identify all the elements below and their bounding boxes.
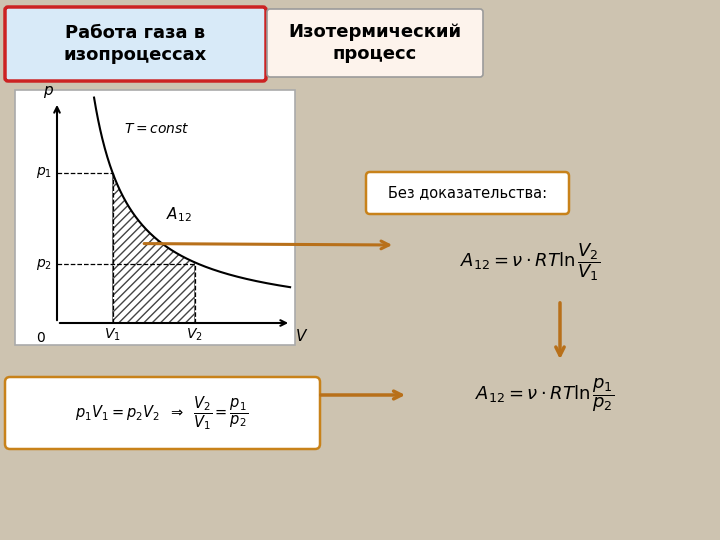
Text: $V$: $V$ [295, 328, 308, 344]
Text: Без доказательства:: Без доказательства: [388, 186, 547, 200]
Polygon shape [112, 172, 194, 323]
Text: $V_2$: $V_2$ [186, 327, 203, 343]
Text: $A_{12} = \nu \cdot RT \ln \dfrac{V_2}{V_1}$: $A_{12} = \nu \cdot RT \ln \dfrac{V_2}{V… [460, 241, 600, 283]
Text: $p_2$: $p_2$ [36, 257, 52, 272]
FancyBboxPatch shape [5, 7, 266, 81]
Bar [15, 90, 295, 345]
Text: $T = const$: $T = const$ [124, 122, 189, 136]
Text: $A_{12} = \nu \cdot RT \ln \dfrac{p_1}{p_2}$: $A_{12} = \nu \cdot RT \ln \dfrac{p_1}{p… [475, 376, 615, 414]
Text: $p$: $p$ [43, 84, 55, 100]
Text: 0: 0 [36, 331, 45, 345]
Text: $p_1$: $p_1$ [36, 165, 52, 180]
Text: $p_1 V_1 = p_2 V_2 \;\; \Rightarrow \;\; \dfrac{V_2}{V_1} = \dfrac{p_1}{p_2}$: $p_1 V_1 = p_2 V_2 \;\; \Rightarrow \;\;… [76, 394, 248, 432]
FancyBboxPatch shape [366, 172, 569, 214]
Text: $A_{12}$: $A_{12}$ [166, 205, 192, 224]
Text: Работа газа в
изопроцессах: Работа газа в изопроцессах [63, 24, 207, 64]
FancyBboxPatch shape [267, 9, 483, 77]
Text: $V_1$: $V_1$ [104, 327, 121, 343]
FancyBboxPatch shape [5, 377, 320, 449]
Text: Изотермический
процесс: Изотермический процесс [289, 23, 462, 63]
